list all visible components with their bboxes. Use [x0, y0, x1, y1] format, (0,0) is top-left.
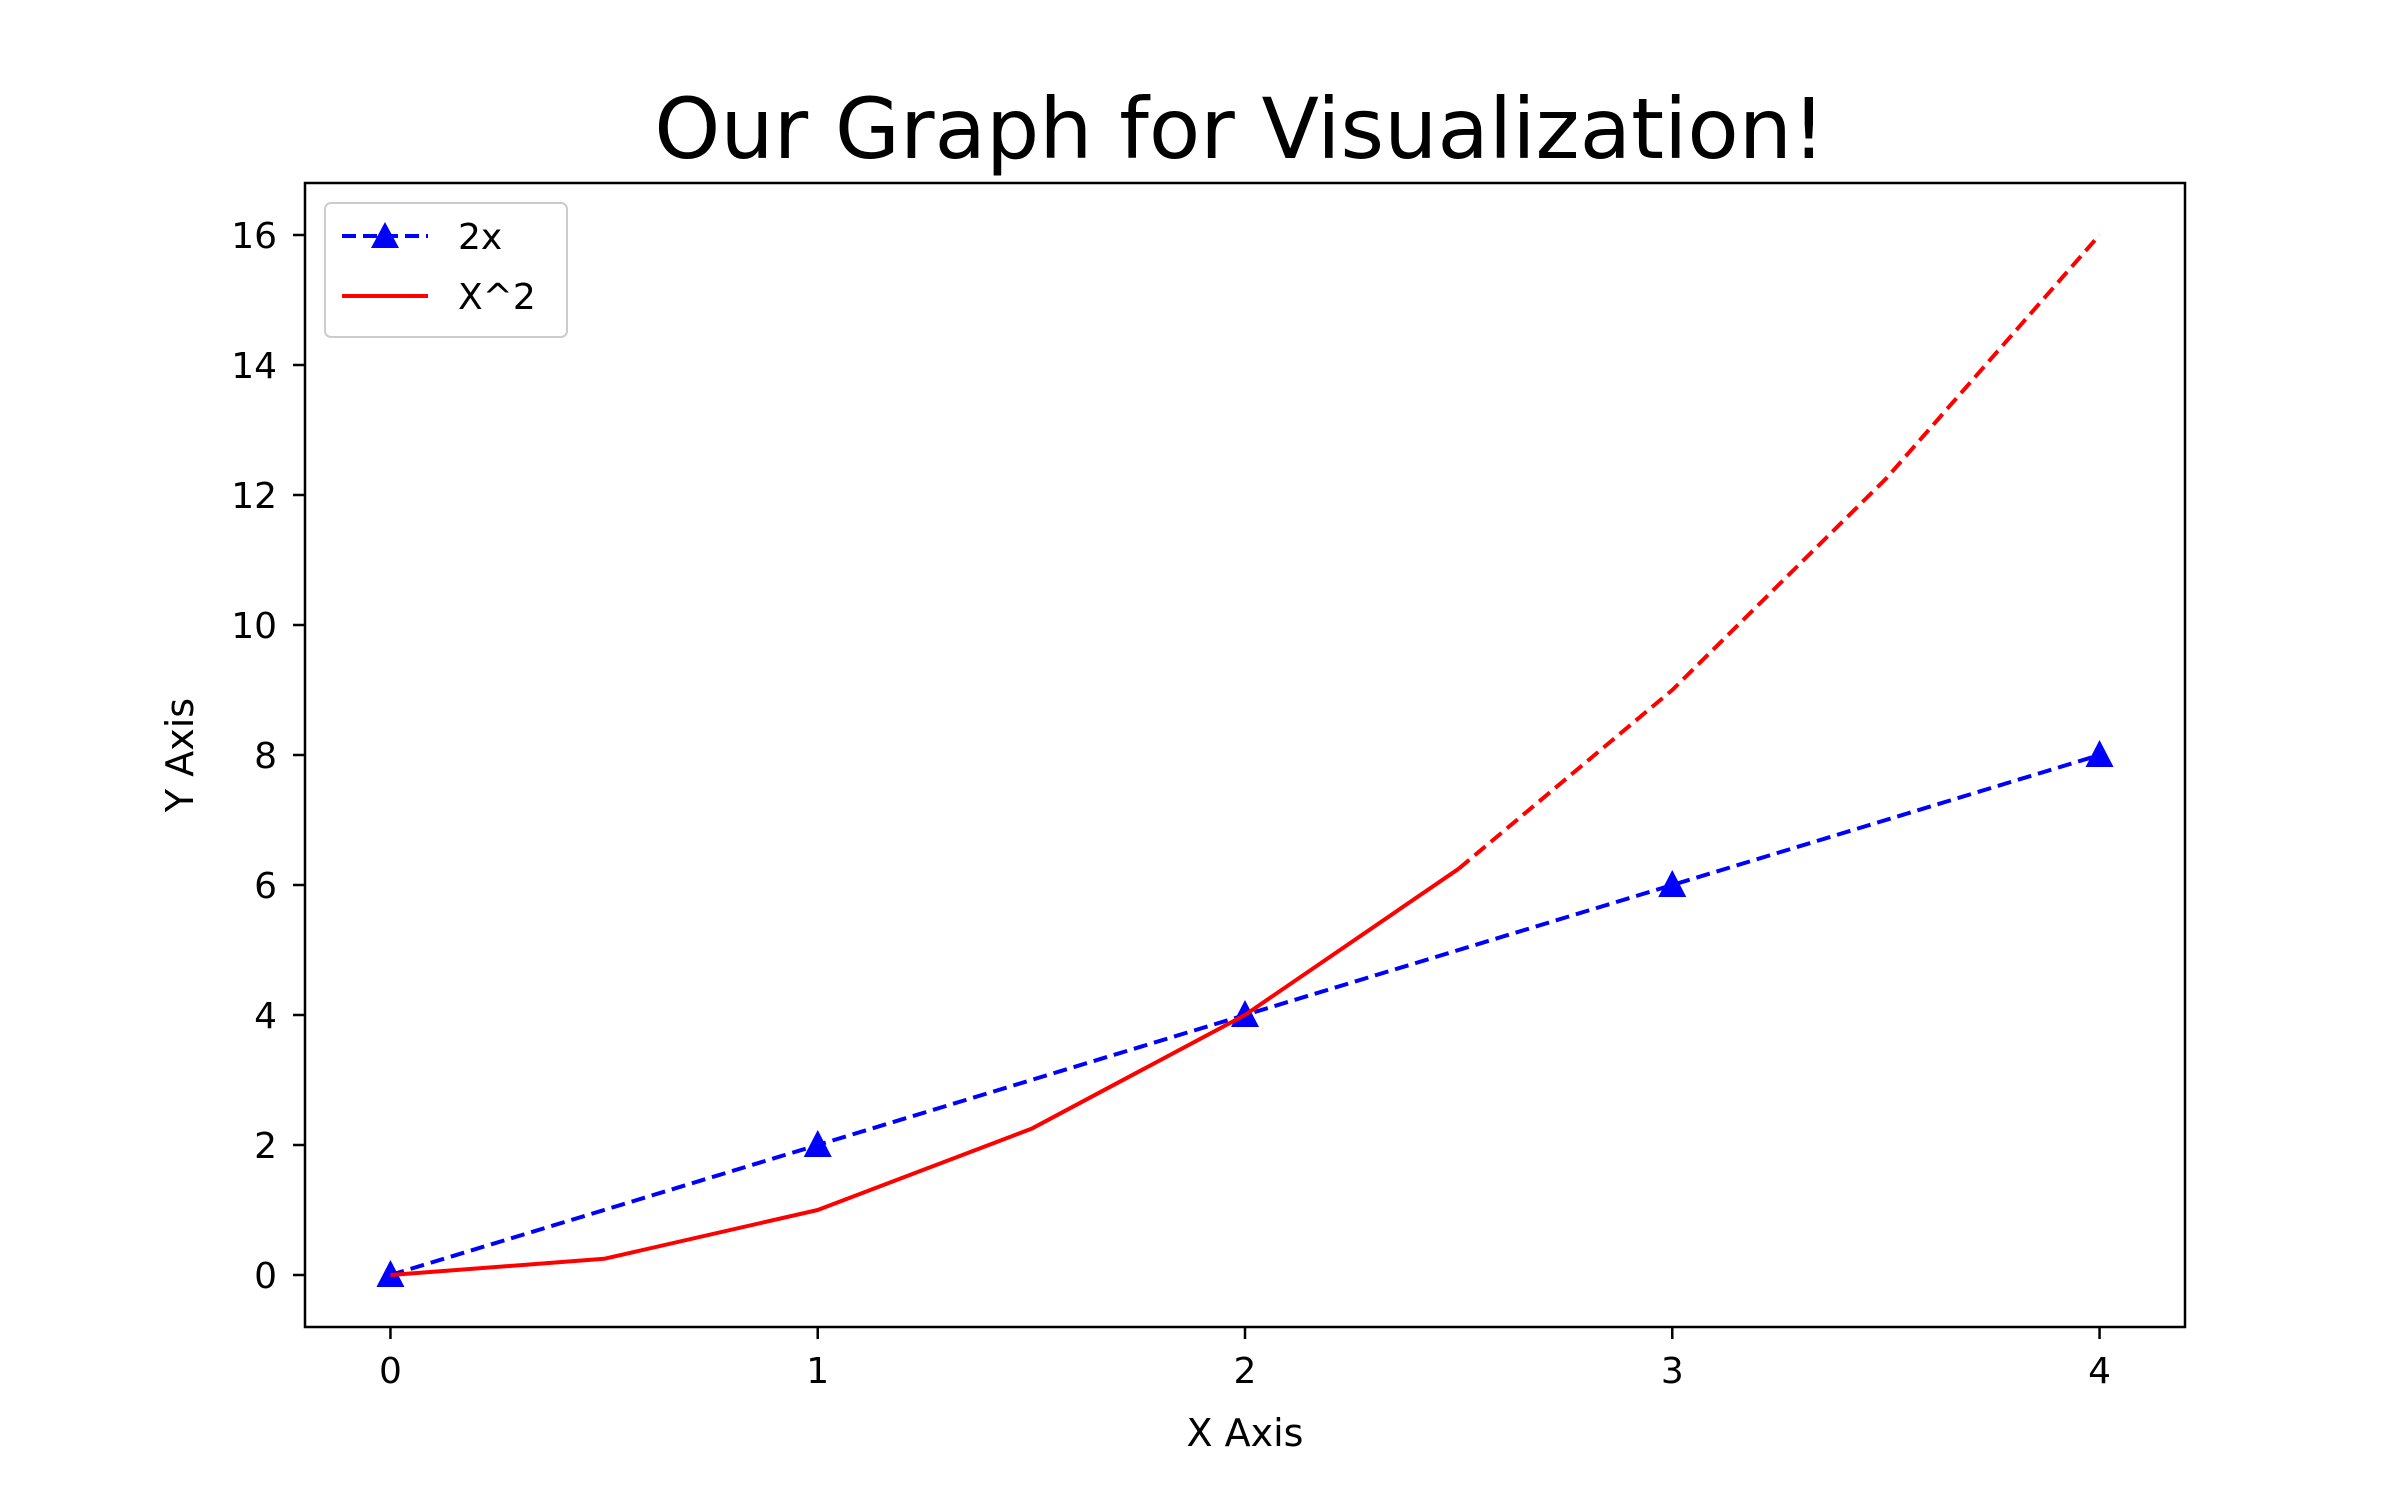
x-axis-label: X Axis	[1187, 1411, 1304, 1455]
y-tick-label: 12	[231, 476, 277, 517]
series-line-1	[390, 867, 1460, 1277]
y-tick-label: 8	[254, 736, 277, 777]
y-tick-label: 2	[254, 1126, 277, 1167]
x-tick-label: 4	[2088, 1351, 2111, 1392]
plot-area	[303, 181, 2187, 1329]
series-marker	[803, 1130, 832, 1157]
y-axis-label: Y Axis	[158, 698, 202, 813]
x-tick-label: 2	[1234, 1351, 1257, 1392]
x-tick-label: 0	[379, 1351, 402, 1392]
legend: 2x X^2	[324, 202, 568, 338]
series-marker	[1658, 870, 1687, 897]
y-axis-ticks: 0 2 4 6 8 10 12 14 16	[231, 216, 305, 1297]
y-tick-label: 16	[231, 216, 277, 257]
y-tick-label: 10	[231, 606, 277, 647]
legend-marker-2x	[371, 222, 399, 248]
legend-label-x-squared: X^2	[458, 277, 536, 318]
x-tick-label: 1	[806, 1351, 829, 1392]
x-axis-ticks: 0 1 2 3 4	[379, 1327, 2111, 1392]
y-tick-label: 14	[231, 346, 277, 387]
legend-label-2x: 2x	[458, 217, 502, 258]
chart-title: Our Graph for Visualization!	[654, 80, 1825, 178]
series-marker	[2085, 740, 2114, 767]
x-tick-label: 3	[1661, 1351, 1684, 1392]
y-tick-label: 6	[254, 866, 277, 907]
y-tick-label: 0	[254, 1256, 277, 1297]
y-tick-label: 4	[254, 996, 277, 1037]
series-line-2	[1457, 233, 2102, 871]
series-layer	[376, 233, 2114, 1287]
